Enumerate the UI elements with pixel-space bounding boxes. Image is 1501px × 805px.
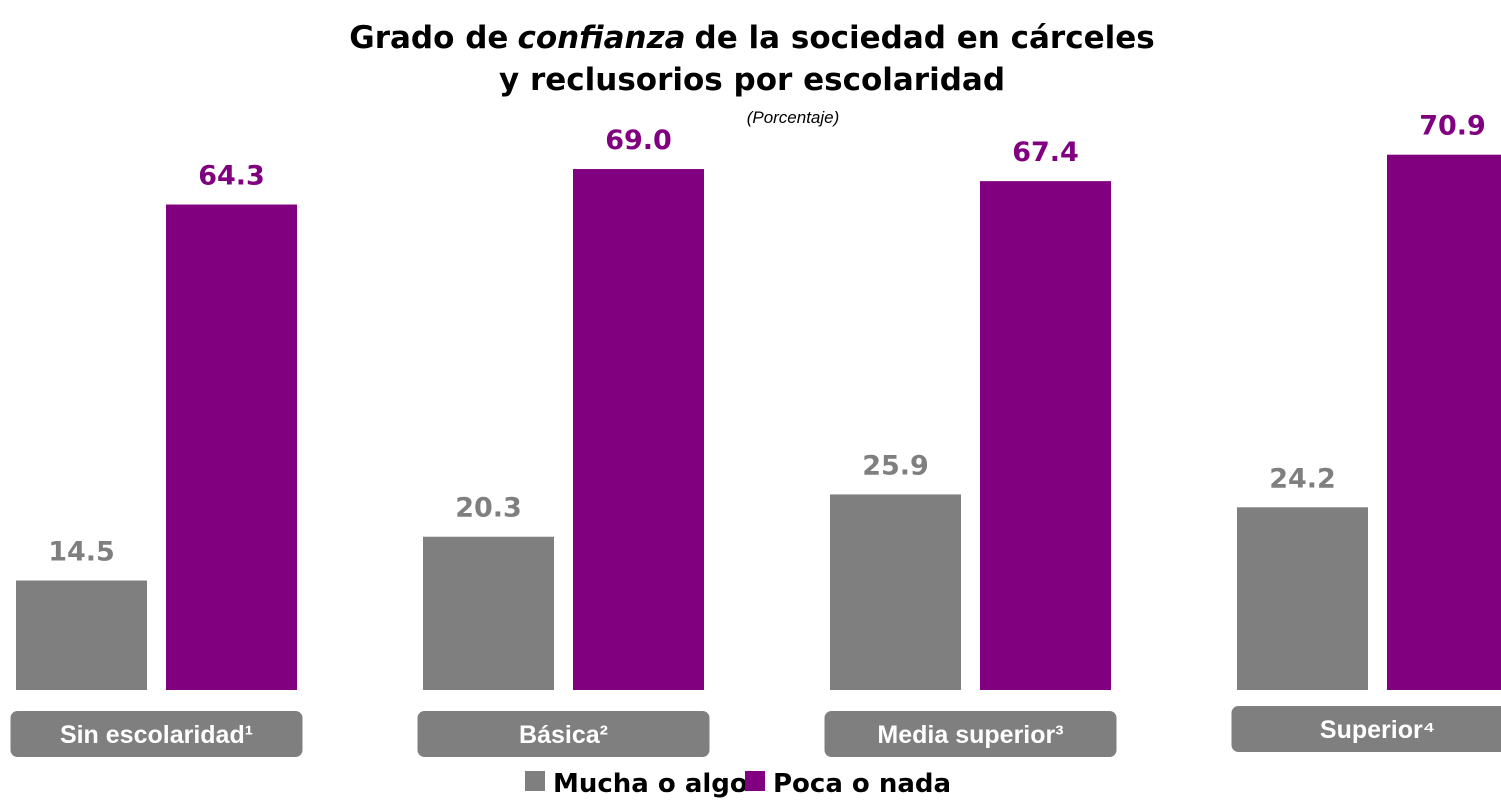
bar xyxy=(1237,507,1368,690)
x-tick-label: Sin escolaridad¹ xyxy=(60,721,253,749)
bar xyxy=(166,204,297,690)
x-tick-label: Superior⁴ xyxy=(1320,716,1435,744)
legend-swatch xyxy=(525,771,545,791)
title-part: de la sociedad en cárceles xyxy=(695,20,1155,56)
title-part: Grado de xyxy=(349,20,508,56)
bar xyxy=(16,580,147,690)
category-box xyxy=(10,711,303,757)
chart-title: Grado de confianza de la sociedad en cárce… xyxy=(349,20,1154,56)
data-label: 64.3 xyxy=(198,161,265,192)
bar xyxy=(423,536,554,690)
data-label: 67.4 xyxy=(1012,137,1079,168)
title-part: confianza xyxy=(517,20,685,56)
x-tick-label: Media superior³ xyxy=(877,721,1063,749)
legend-label: Mucha o algo xyxy=(553,769,748,799)
category-box xyxy=(824,711,1117,757)
data-label: 14.5 xyxy=(48,537,115,568)
data-label: 69.0 xyxy=(605,125,672,156)
chart-subtitle: (Porcentaje) xyxy=(747,108,840,127)
chart-title: y reclusorios por escolaridad xyxy=(499,62,1005,98)
x-tick-label: Básica² xyxy=(519,721,608,749)
data-label: 25.9 xyxy=(862,450,929,481)
legend-swatch xyxy=(745,771,765,791)
bar xyxy=(573,169,704,691)
category-box xyxy=(1231,706,1501,752)
category-box xyxy=(417,711,710,757)
data-label: 20.3 xyxy=(455,493,522,524)
data-label: 24.2 xyxy=(1269,463,1336,494)
bar xyxy=(830,494,961,690)
bar xyxy=(980,181,1111,690)
data-label: 70.9 xyxy=(1419,111,1486,142)
bar xyxy=(1387,154,1501,690)
legend-label: Poca o nada xyxy=(773,769,951,799)
